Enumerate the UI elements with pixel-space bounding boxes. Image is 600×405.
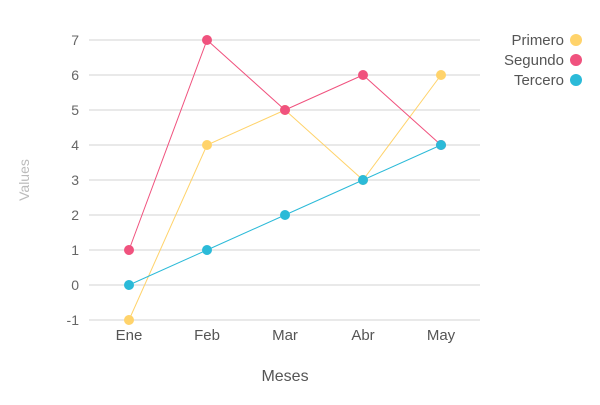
legend-marker: [570, 54, 582, 66]
data-point: [202, 245, 212, 255]
legend-item: Primero: [511, 32, 582, 49]
data-point: [124, 280, 134, 290]
data-point: [202, 35, 212, 45]
y-tick-label: 3: [71, 172, 79, 188]
y-tick-label: 6: [71, 67, 79, 83]
legend-marker: [570, 74, 582, 86]
x-tick-label: Feb: [194, 327, 220, 344]
grid: [89, 39, 480, 321]
x-tick-label: May: [427, 327, 456, 344]
x-axis-title: Meses: [261, 368, 308, 385]
data-point: [436, 70, 446, 80]
series: [124, 35, 446, 325]
legend-item: Segundo: [504, 52, 582, 69]
legend-label: Segundo: [504, 52, 564, 69]
legend-item: Tercero: [514, 72, 582, 89]
x-axis: Ene Feb Mar Abr May: [116, 327, 456, 344]
y-tick-label: -1: [67, 312, 80, 328]
legend-marker: [570, 34, 582, 46]
legend: Primero Segundo Tercero: [504, 32, 582, 89]
y-axis-title: Values: [16, 159, 32, 201]
legend-label: Primero: [511, 32, 564, 49]
data-point: [124, 245, 134, 255]
y-tick-label: 4: [71, 137, 79, 153]
data-point: [124, 315, 134, 325]
data-point: [436, 140, 446, 150]
data-point: [202, 140, 212, 150]
x-tick-label: Mar: [272, 327, 298, 344]
y-tick-label: 1: [71, 242, 79, 258]
y-tick-label: 5: [71, 102, 79, 118]
y-tick-label: 2: [71, 207, 79, 223]
x-tick-label: Ene: [116, 327, 143, 344]
data-point: [358, 175, 368, 185]
data-point: [358, 70, 368, 80]
y-tick-label: 0: [71, 277, 79, 293]
y-axis: -1 0 1 2 3 4 5 6 7: [67, 32, 80, 328]
data-point: [280, 210, 290, 220]
series-tercero: [124, 140, 446, 290]
legend-label: Tercero: [514, 72, 564, 89]
data-point: [280, 105, 290, 115]
x-tick-label: Abr: [351, 327, 374, 344]
y-tick-label: 7: [71, 32, 79, 48]
